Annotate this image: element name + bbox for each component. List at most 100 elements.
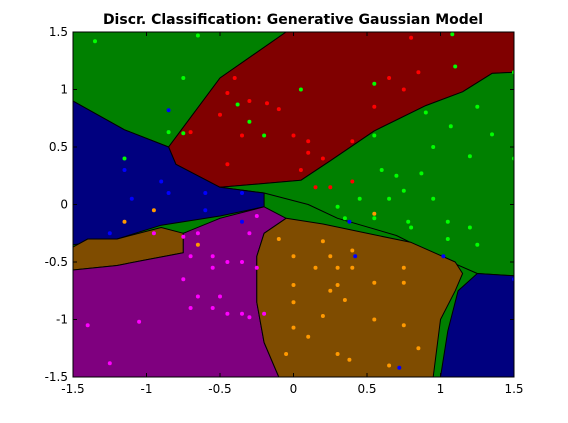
point-s4-20	[401, 323, 406, 328]
point-s0-20	[467, 154, 472, 159]
point-s1-17	[409, 35, 414, 40]
decision-regions	[73, 32, 514, 377]
point-s4-6	[328, 254, 333, 259]
point-s4-26	[387, 363, 392, 368]
point-s3-4	[210, 254, 215, 259]
point-s0-11	[450, 32, 455, 37]
point-s2-7	[240, 191, 244, 195]
point-s0-37	[335, 204, 340, 209]
point-s4-29	[372, 211, 377, 216]
point-s0-23	[394, 173, 399, 178]
point-s3-1	[181, 234, 186, 239]
point-s1-0	[232, 76, 237, 80]
point-s3-12	[195, 294, 200, 299]
point-s0-29	[342, 216, 347, 221]
point-s1-3	[265, 101, 269, 106]
y-tick-label: 1	[60, 83, 68, 97]
point-s1-8	[306, 139, 311, 144]
point-s4-3	[276, 237, 281, 241]
point-s4-22	[306, 334, 311, 339]
y-tick-label: -1.5	[45, 370, 68, 384]
point-s3-11	[181, 277, 186, 282]
y-axis-ticks: 1.5 1 0.5 0 -0.5 -1 -1.5	[45, 25, 514, 384]
point-s0-27	[387, 196, 392, 201]
point-s3-14	[218, 294, 222, 299]
point-s0-17	[490, 132, 494, 137]
point-s4-4	[320, 239, 325, 244]
point-s4-13	[328, 288, 333, 293]
point-s4-10	[401, 265, 406, 270]
point-s0-4	[247, 119, 252, 124]
point-s0-33	[445, 219, 450, 224]
point-s3-20	[137, 319, 142, 324]
point-s2-9	[107, 231, 112, 236]
y-tick-label: -1	[56, 313, 68, 327]
point-s0-14	[475, 104, 480, 109]
y-tick-label: 1.5	[49, 25, 68, 39]
point-s3-10	[254, 214, 259, 218]
point-s4-14	[372, 280, 377, 285]
point-s3-5	[210, 265, 215, 270]
point-s4-23	[335, 352, 340, 356]
point-s1-14	[387, 76, 392, 80]
point-s0-0	[93, 39, 97, 44]
point-s4-5	[291, 254, 296, 259]
point-s0-32	[409, 225, 414, 230]
point-s0-35	[475, 242, 480, 247]
point-s1-15	[401, 87, 406, 92]
point-s4-21	[291, 325, 296, 330]
point-s4-28	[350, 248, 355, 253]
point-s1-22	[350, 179, 355, 184]
point-s0-1	[195, 33, 200, 38]
point-s1-2	[247, 99, 252, 103]
x-tick-label: 0	[290, 382, 298, 396]
point-s2-12	[441, 254, 446, 259]
point-s4-16	[342, 298, 347, 302]
point-s3-0	[151, 231, 156, 236]
point-s3-2	[195, 231, 200, 236]
plot-area	[73, 32, 514, 377]
point-s0-26	[357, 196, 362, 201]
y-tick-label: 0.5	[49, 140, 68, 154]
point-s0-15	[423, 110, 428, 115]
point-s0-30	[372, 216, 377, 221]
x-tick-label: 0.5	[357, 382, 376, 396]
point-s3-22	[107, 361, 112, 366]
point-s1-11	[298, 168, 303, 172]
point-s2-13	[397, 365, 402, 370]
point-s4-12	[291, 283, 296, 287]
point-s0-10	[372, 81, 377, 86]
point-s2-5	[203, 191, 208, 195]
point-s1-4	[276, 107, 281, 112]
point-s0-5	[181, 131, 186, 136]
point-s1-1	[225, 91, 230, 95]
point-s4-9	[350, 265, 355, 270]
x-tick-label: -0.5	[208, 382, 231, 396]
point-s0-24	[419, 171, 424, 176]
point-s4-19	[372, 317, 377, 322]
point-s1-13	[372, 104, 377, 109]
point-s3-3	[188, 254, 193, 259]
point-s3-7	[240, 260, 244, 264]
point-s0-31	[406, 219, 411, 224]
point-s4-1	[122, 219, 127, 224]
point-s4-0	[151, 208, 156, 213]
point-s1-19	[225, 162, 230, 167]
point-s2-0	[166, 108, 171, 113]
point-s1-12	[350, 139, 355, 144]
point-s1-7	[291, 133, 296, 138]
chart-title: Discr. Classification: Generative Gaussi…	[103, 12, 483, 28]
x-tick-label: -1	[141, 382, 153, 396]
point-s0-7	[122, 156, 127, 161]
point-s0-6	[166, 130, 171, 135]
point-s0-16	[448, 124, 453, 129]
point-s0-22	[379, 168, 384, 172]
point-s1-21	[328, 185, 333, 190]
point-s3-16	[225, 311, 230, 316]
point-s4-24	[284, 352, 289, 356]
x-tick-label: 1	[437, 382, 445, 396]
point-s1-16	[416, 70, 421, 75]
point-s3-13	[188, 306, 193, 310]
point-s4-25	[347, 357, 352, 362]
